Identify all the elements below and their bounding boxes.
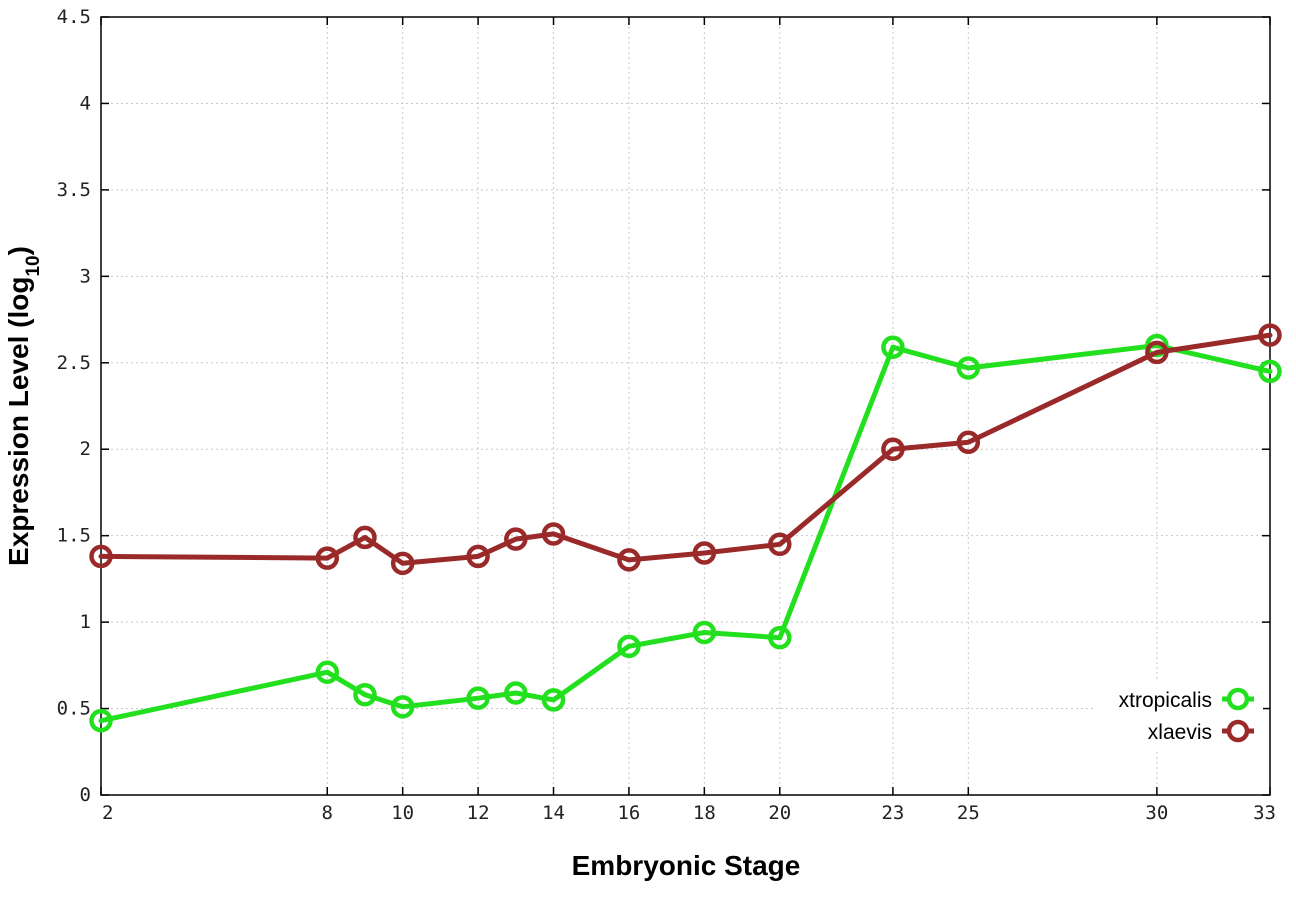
y-tick-label: 1 [80, 611, 91, 633]
data-point-xlaevis [768, 532, 792, 557]
x-tick-label: 8 [322, 802, 333, 824]
x-tick-label: 25 [957, 802, 980, 824]
data-point-xtropicalis [956, 356, 981, 380]
y-tick-label: 0 [80, 784, 91, 806]
data-point-xtropicalis [390, 695, 415, 719]
y-axis-title: Expression Level (log10) [3, 246, 44, 566]
y-axis-title-main: Expression Level (log [3, 277, 34, 566]
y-axis-title-subscript: 10 [23, 255, 44, 276]
x-tick-label: 20 [768, 802, 791, 824]
x-tick-label: 33 [1253, 802, 1276, 824]
legend-label-xtropicalis: xtropicalis [1119, 689, 1212, 712]
y-tick-label: 3.5 [57, 179, 91, 201]
data-point-xtropicalis [692, 620, 717, 645]
legend-marker-xlaevis [1226, 719, 1250, 743]
x-tick-label: 30 [1145, 802, 1168, 824]
data-point-xtropicalis [881, 335, 905, 359]
grid [101, 17, 1270, 795]
plot-frame [100, 16, 1271, 796]
data-point-xlaevis [881, 437, 905, 461]
y-tick-label: 3 [80, 265, 91, 287]
x-tick-label: 2 [102, 802, 113, 824]
y-tick-label: 0.5 [57, 698, 91, 720]
data-point-xtropicalis [315, 660, 340, 684]
x-tick-label: 12 [467, 802, 490, 824]
data-point-xtropicalis [466, 686, 490, 710]
x-tick-label: 23 [881, 802, 904, 824]
data-point-xlaevis [315, 546, 340, 570]
x-tick-label: 18 [693, 802, 716, 824]
legend: xtropicalis xlaevis [1095, 682, 1263, 750]
data-point-xtropicalis [89, 708, 113, 733]
data-point-xlaevis [1258, 323, 1282, 347]
data-point-xlaevis [390, 551, 415, 576]
data-point-xtropicalis [353, 682, 377, 707]
data-point-xlaevis [956, 430, 981, 455]
x-tick-label: 16 [617, 802, 640, 824]
axis-ticks: 0 0.5 1 1.5 2 2.5 3 3.5 4 4.5 2 8 10 12 14 16 18 20 23 25 30… [57, 6, 1276, 824]
data-point-xlaevis [692, 541, 717, 565]
data-point-xlaevis [89, 544, 113, 569]
legend-marker-xtropicalis [1226, 687, 1250, 711]
data-point-xtropicalis [1258, 359, 1282, 384]
y-tick-label: 2.5 [57, 352, 91, 374]
x-tick-label: 14 [542, 802, 565, 824]
data-point-xtropicalis [617, 634, 641, 659]
x-tick-label: 10 [391, 802, 414, 824]
series-layer [89, 323, 1282, 733]
y-tick-label: 2 [80, 438, 91, 460]
x-axis-title: Embryonic Stage [572, 850, 801, 881]
y-tick-label: 4.5 [57, 6, 91, 28]
data-point-xlaevis [617, 548, 641, 572]
legend-label-xlaevis: xlaevis [1148, 721, 1212, 744]
data-point-xlaevis [1145, 340, 1169, 365]
data-point-xlaevis [353, 525, 377, 550]
series-line-xtropicalis [98, 343, 1273, 724]
y-tick-label: 1.5 [57, 525, 91, 547]
y-tick-label: 4 [80, 92, 91, 114]
data-point-xlaevis [541, 522, 566, 546]
data-point-xlaevis [466, 544, 490, 569]
y-axis-title-close: ) [3, 246, 34, 255]
data-point-xtropicalis [541, 688, 566, 712]
data-point-xlaevis [504, 527, 528, 551]
data-point-xtropicalis [768, 625, 792, 650]
data-point-xtropicalis [504, 681, 528, 705]
